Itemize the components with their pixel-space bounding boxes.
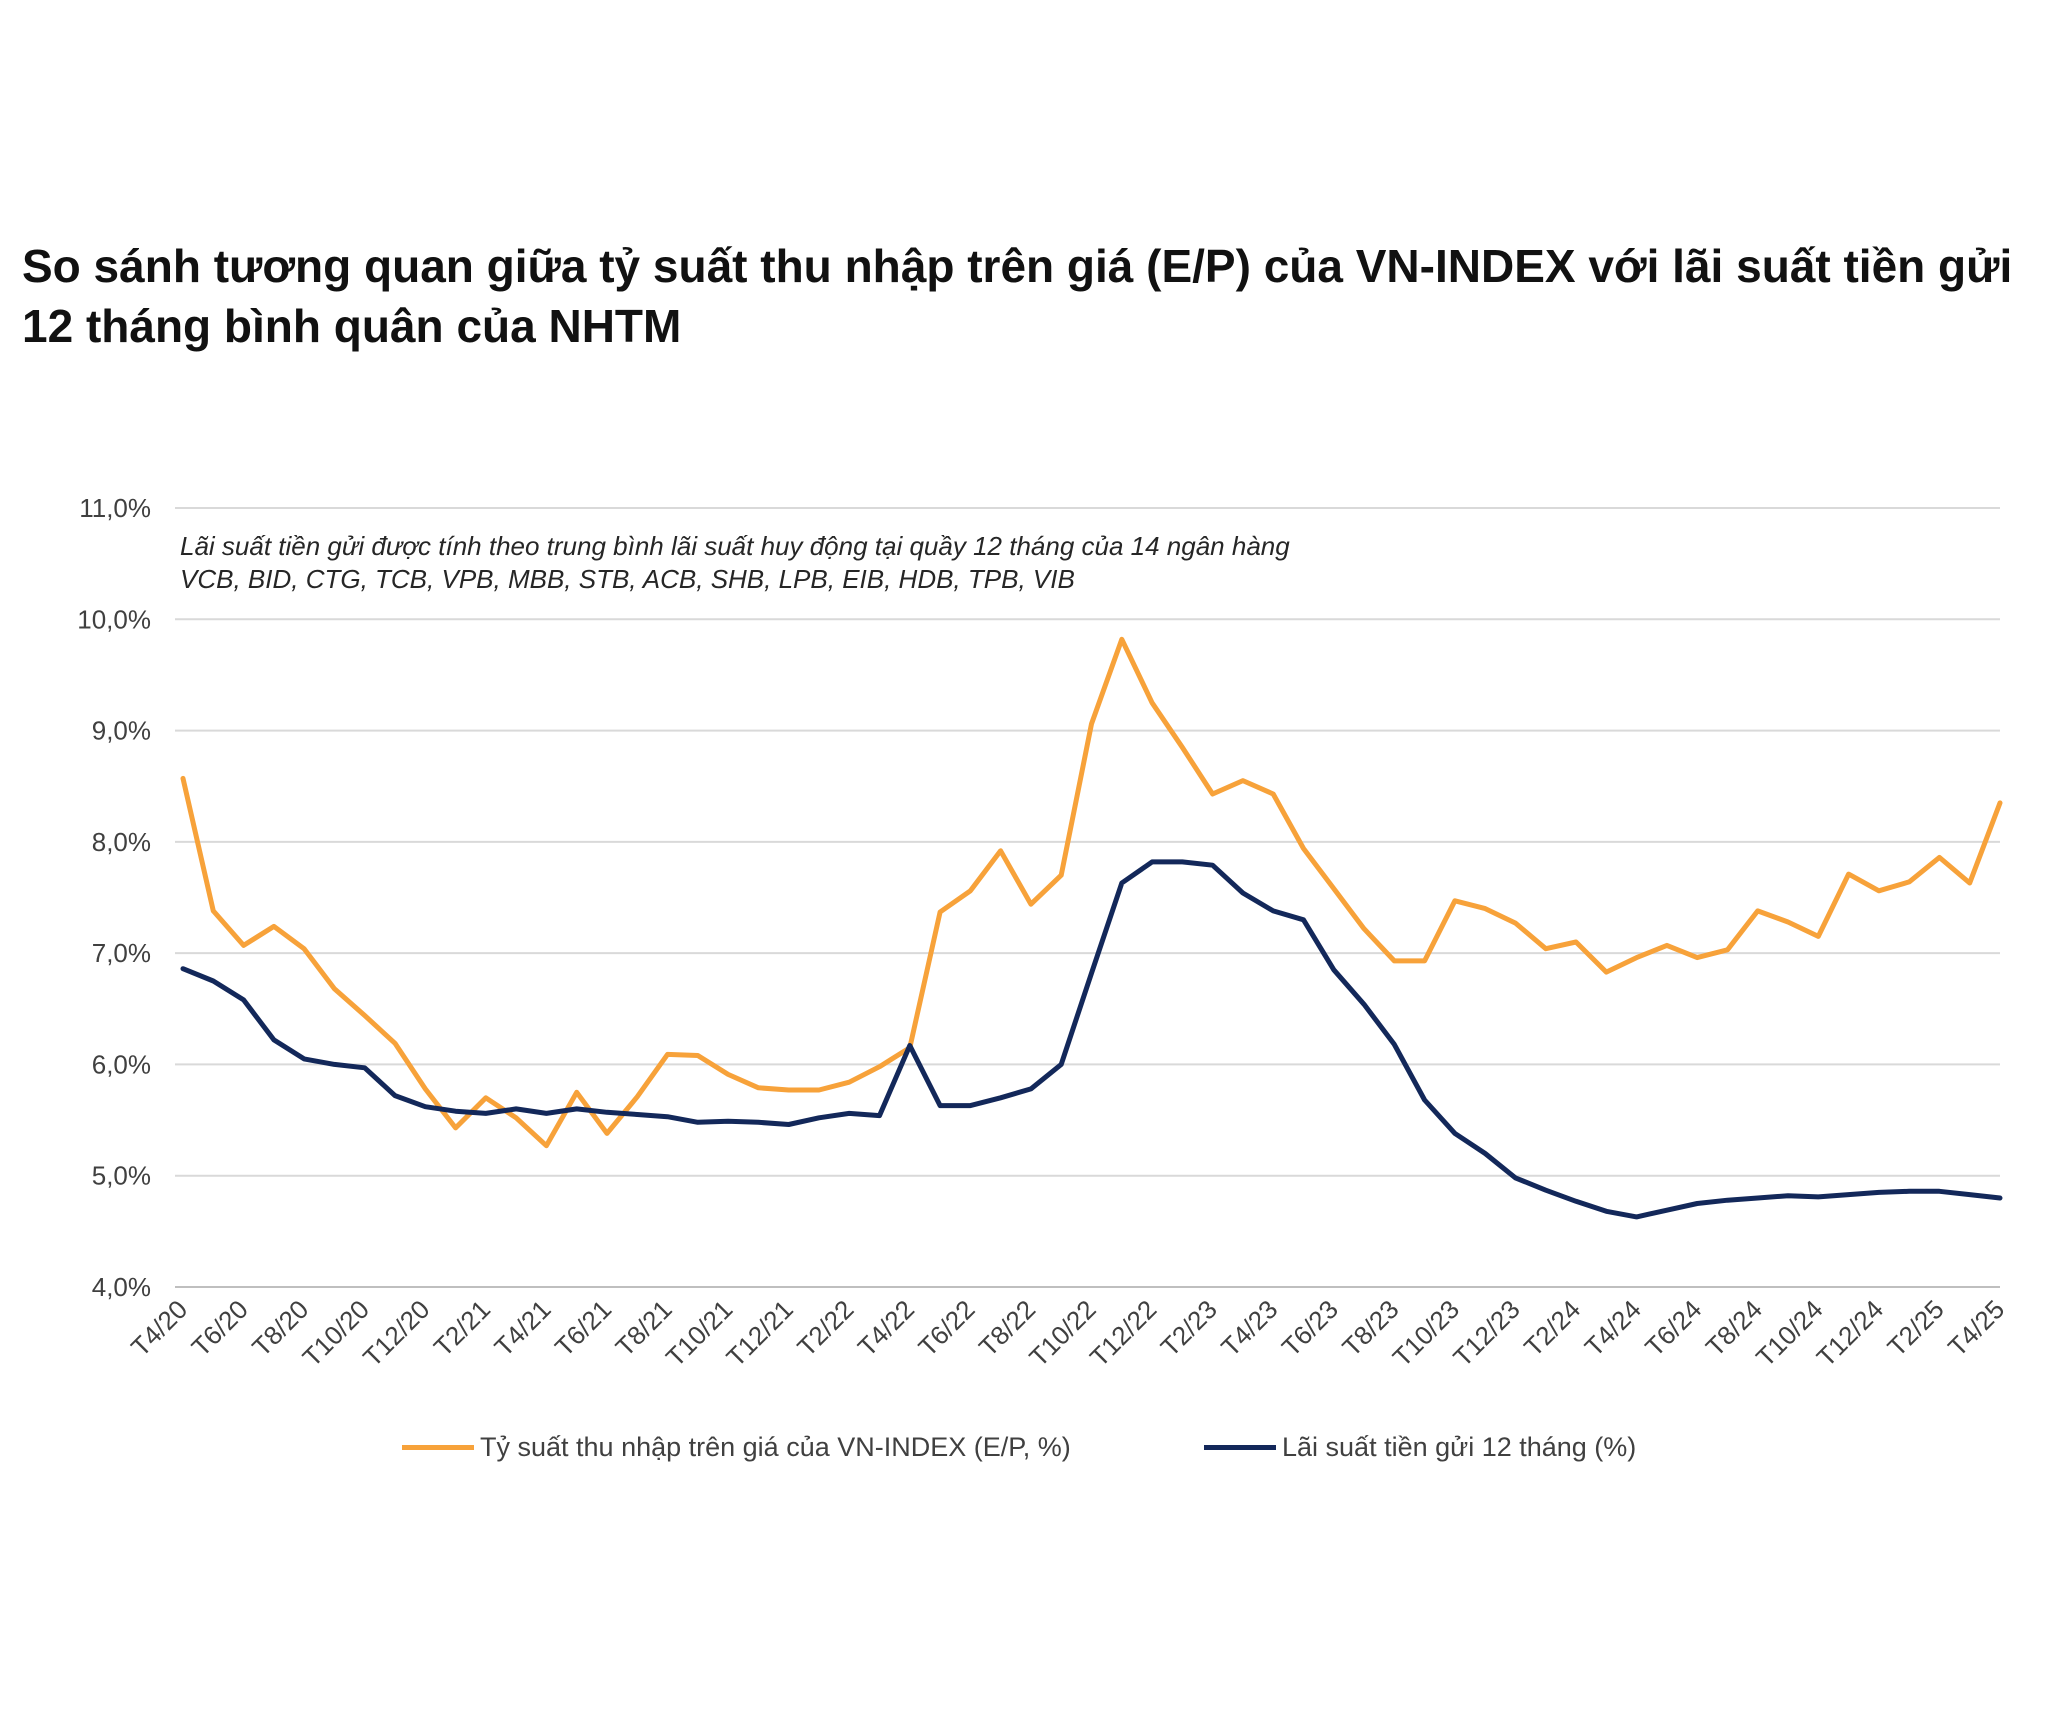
x-tick-label: T4/24 (1579, 1294, 1647, 1362)
y-tick-label: 4,0% (92, 1272, 151, 1302)
x-tick-label: T12/22 (1084, 1294, 1162, 1372)
y-tick-label: 5,0% (92, 1161, 151, 1191)
x-tick-label: T4/20 (125, 1294, 193, 1362)
x-axis-labels: T4/20T6/20T8/20T10/20T12/20T2/21T4/21T6/… (125, 1294, 2010, 1372)
legend-item-ep: Tỷ suất thu nhập trên giá của VN-INDEX (… (402, 1432, 1071, 1463)
y-tick-label: 7,0% (92, 938, 151, 968)
x-tick-label: T10/20 (296, 1294, 374, 1372)
x-tick-label: T2/24 (1518, 1294, 1586, 1362)
y-tick-label: 6,0% (92, 1049, 151, 1079)
x-tick-label: T2/22 (791, 1294, 859, 1362)
x-tick-label: T12/20 (357, 1294, 435, 1372)
x-tick-label: T4/23 (1215, 1294, 1283, 1362)
x-tick-label: T4/21 (488, 1294, 556, 1362)
x-tick-label: T6/24 (1639, 1294, 1707, 1362)
chart-note-line-2: VCB, BID, CTG, TCB, VPB, MBB, STB, ACB, … (180, 564, 1075, 594)
x-tick-label: T10/21 (660, 1294, 738, 1372)
x-tick-label: T10/24 (1750, 1294, 1828, 1372)
x-tick-label: T12/21 (720, 1294, 798, 1372)
legend-label-ep: Tỷ suất thu nhập trên giá của VN-INDEX (… (480, 1432, 1071, 1462)
x-tick-label: T12/24 (1811, 1294, 1889, 1372)
y-tick-label: 9,0% (92, 716, 151, 746)
legend-item-deposit-rate: Lãi suất tiền gửi 12 tháng (%) (1204, 1432, 1636, 1463)
x-tick-label: T6/23 (1276, 1294, 1344, 1362)
x-tick-label: T4/22 (852, 1294, 920, 1362)
series-lines (180, 636, 2003, 1220)
x-tick-label: T2/23 (1155, 1294, 1223, 1362)
x-tick-label: T6/22 (912, 1294, 980, 1362)
chart-note-line-1: Lãi suất tiền gửi được tính theo trung b… (180, 531, 1290, 561)
y-axis-labels: 4,0% 5,0% 6,0% 7,0% 8,0% 9,0% 10,0% 11,0% (77, 493, 151, 1302)
legend-swatch-ep (402, 1445, 474, 1450)
x-tick-label: T10/23 (1387, 1294, 1465, 1372)
x-tick-label: T2/21 (428, 1294, 496, 1362)
x-tick-label: T6/21 (549, 1294, 617, 1362)
gridlines (175, 507, 2000, 1288)
x-tick-label: T6/20 (186, 1294, 254, 1362)
y-tick-label: 10,0% (77, 604, 151, 634)
series-line-ep (180, 636, 2003, 1149)
legend-label-deposit-rate: Lãi suất tiền gửi 12 tháng (%) (1282, 1432, 1637, 1462)
x-tick-label: T2/25 (1881, 1294, 1949, 1362)
x-tick-label: T12/23 (1447, 1294, 1525, 1372)
series-line-deposit-rate (180, 859, 2003, 1220)
chart-title: So sánh tương quan giữa tỷ suất thu nhập… (22, 240, 2013, 352)
x-tick-label: T10/22 (1023, 1294, 1101, 1372)
y-tick-label: 11,0% (79, 493, 151, 523)
y-tick-label: 8,0% (92, 827, 151, 857)
legend-swatch-deposit-rate (1204, 1445, 1276, 1450)
x-tick-label: T4/25 (1942, 1294, 2010, 1362)
